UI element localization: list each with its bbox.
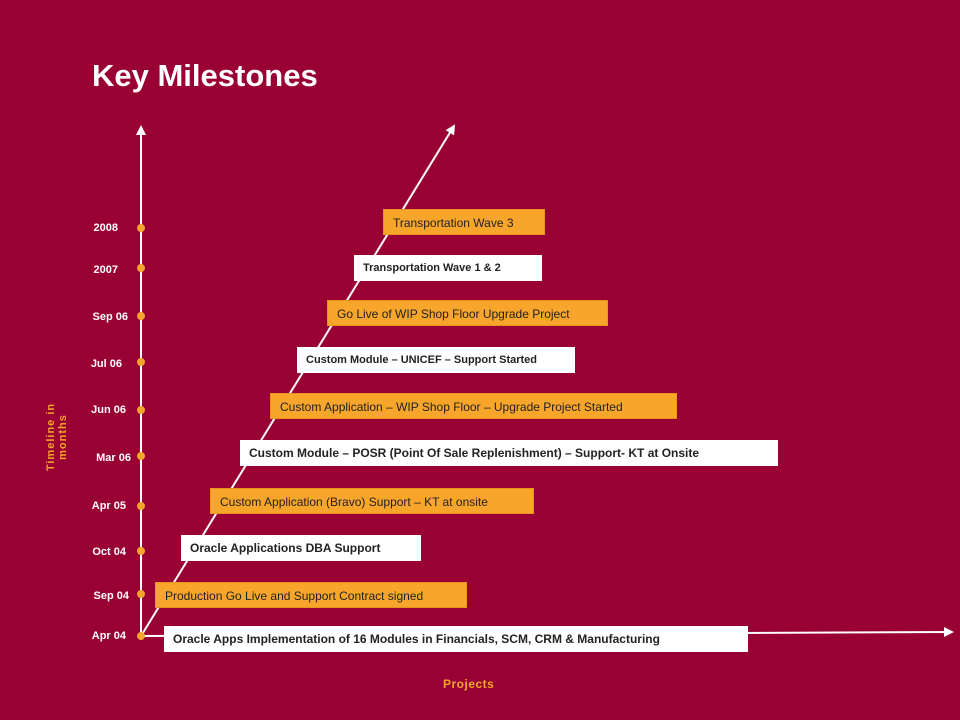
timeline-label: Oct 04 bbox=[92, 546, 126, 558]
milestone-custom-application-wip-shop-floor: Custom Application – WIP Shop Floor – Up… bbox=[270, 393, 677, 419]
timeline-dot bbox=[137, 632, 145, 640]
milestone-go-live-wip-shop-floor: Go Live of WIP Shop Floor Upgrade Projec… bbox=[327, 300, 608, 326]
timeline-label: Jul 06 bbox=[90, 358, 122, 370]
milestone-transportation-wave-1-2: Transportation Wave 1 & 2 bbox=[354, 255, 542, 281]
milestone-transportation-wave-3: Transportation Wave 3 bbox=[383, 209, 545, 235]
timeline-dot bbox=[137, 547, 145, 555]
milestone-oracle-apps-implementation: Oracle Apps Implementation of 16 Modules… bbox=[164, 626, 748, 652]
timeline-dot bbox=[137, 502, 145, 510]
timeline-label: Jun 06 bbox=[91, 404, 126, 416]
timeline-dot bbox=[137, 590, 145, 598]
timeline-label: Mar 06 bbox=[96, 452, 131, 464]
timeline-dot bbox=[137, 224, 145, 232]
timeline-dot bbox=[137, 406, 145, 414]
timeline-label: Apr 05 bbox=[91, 500, 126, 512]
milestone-oracle-dba-support: Oracle Applications DBA Support bbox=[181, 535, 421, 561]
timeline-label: 2007 bbox=[93, 264, 118, 276]
milestone-production-go-live: Production Go Live and Support Contract … bbox=[155, 582, 467, 608]
timeline-label: Sep 04 bbox=[93, 590, 129, 602]
milestone-custom-module-unicef: Custom Module – UNICEF – Support Started bbox=[297, 347, 575, 373]
milestone-custom-module-posr: Custom Module – POSR (Point Of Sale Repl… bbox=[240, 440, 778, 466]
timeline-dot bbox=[137, 452, 145, 460]
page-title: Key Milestones bbox=[92, 58, 318, 93]
timeline-label: Apr 04 bbox=[91, 630, 126, 642]
x-axis-label: Projects bbox=[443, 677, 495, 691]
timeline-dot bbox=[137, 264, 145, 272]
timeline-label: 2008 bbox=[93, 222, 118, 234]
timeline-dot bbox=[137, 312, 145, 320]
y-axis-label: Timeline in months bbox=[45, 402, 69, 472]
milestone-custom-application-bravo: Custom Application (Bravo) Support – KT … bbox=[210, 488, 534, 514]
timeline-dot bbox=[137, 358, 145, 366]
timeline-label: Sep 06 bbox=[92, 311, 128, 323]
